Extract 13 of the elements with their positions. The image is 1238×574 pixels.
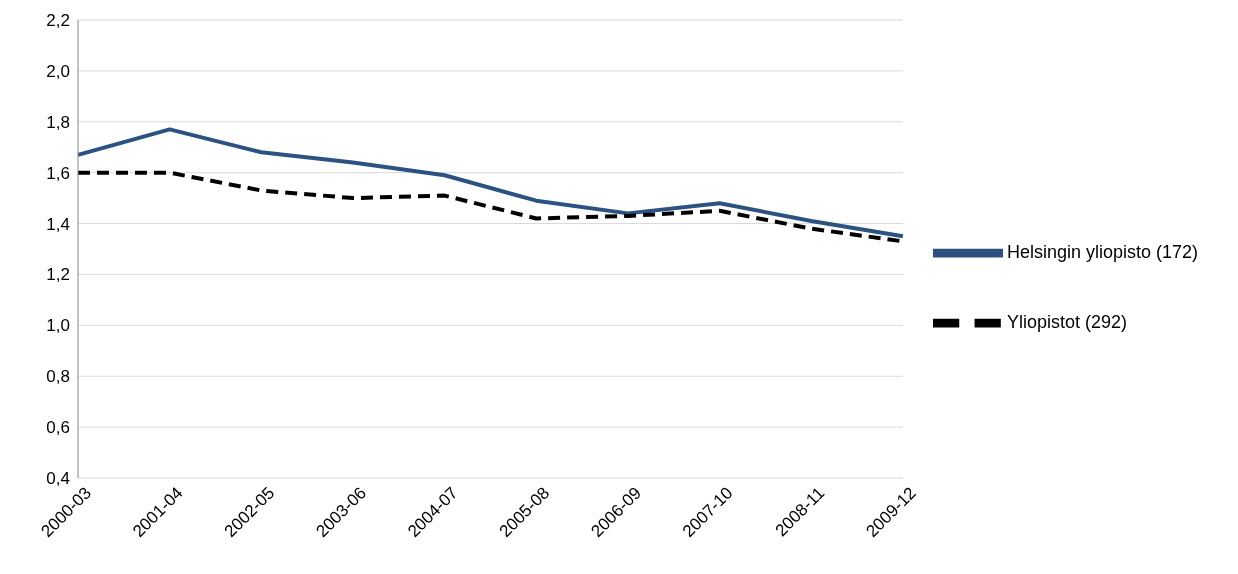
y-tick-label: 1,2: [46, 265, 70, 285]
y-tick-label: 2,0: [46, 61, 70, 81]
line-series: [76, 127, 905, 239]
y-tick-label: 2,2: [46, 11, 70, 31]
y-tick-label: 1,8: [46, 112, 70, 132]
y-tick-label: 1,6: [46, 163, 70, 183]
y-tick-label: 1,4: [46, 214, 70, 234]
y-tick-label: 0,4: [46, 469, 70, 489]
y-tick-label: 1,0: [46, 316, 70, 336]
y-tick-label: 0,8: [46, 367, 70, 387]
legend-label: Helsingin yliopisto (172): [1006, 241, 1198, 262]
legend-label: Yliopistot (292): [1006, 311, 1127, 332]
y-tick-label: 0,6: [46, 418, 70, 438]
